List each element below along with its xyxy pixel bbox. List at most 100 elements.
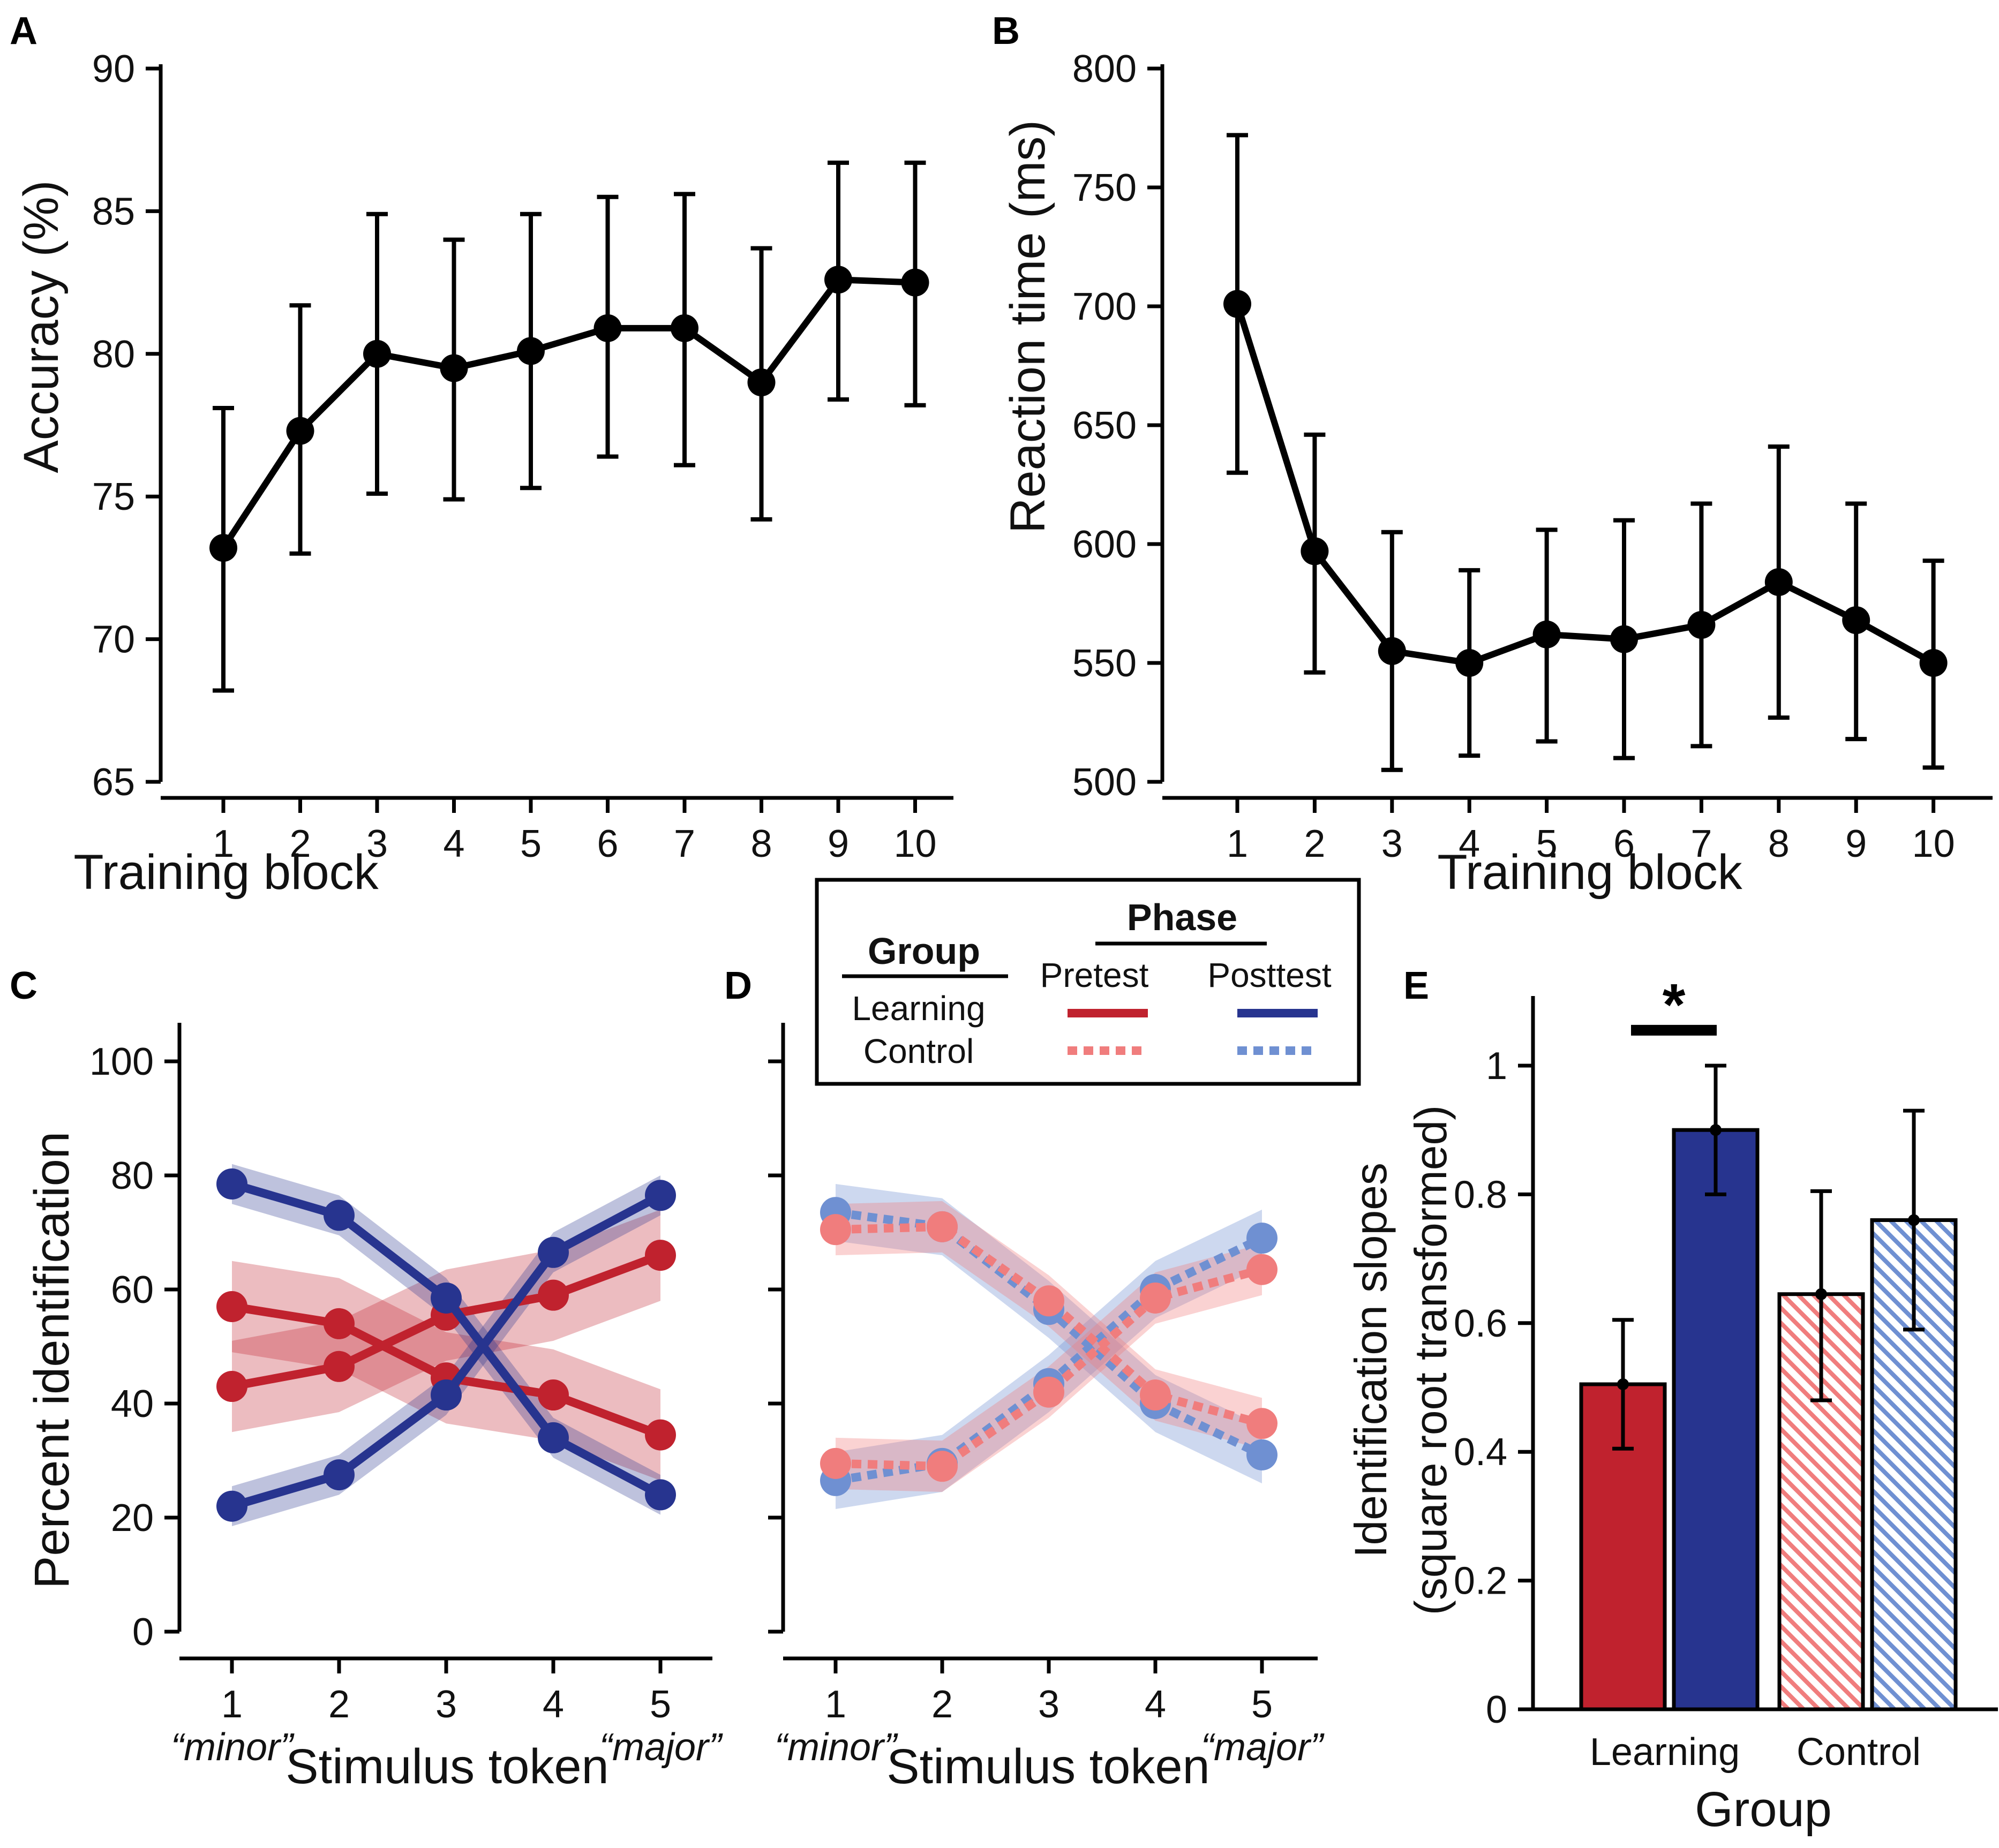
panel-c-series-0-point-4 xyxy=(645,1419,676,1451)
panel-c-xtick-label-1: 2 xyxy=(328,1683,350,1726)
panel-c-ylabel: Percent identification xyxy=(25,1132,79,1589)
panel-b-point-4 xyxy=(1532,620,1561,648)
panel-b-xtick-label-5: 6 xyxy=(1613,823,1635,865)
panel-a-point-4 xyxy=(517,337,545,365)
panel-b-ytick-label-0: 500 xyxy=(1072,761,1137,804)
panel-b-xlabel: Training block xyxy=(1437,845,1742,900)
panel-d-series-3-point-3 xyxy=(1140,1282,1171,1314)
panel-d-xtick-label-4: 5 xyxy=(1251,1683,1273,1726)
panel-a-ytick-label-0: 65 xyxy=(92,761,135,804)
panel-c-series-2-point-0 xyxy=(216,1168,247,1200)
panel-e-xtick-label-1: Control xyxy=(1797,1731,1921,1774)
legend-group-title: Group xyxy=(868,930,980,972)
panel-e-ytick-label-2: 0.4 xyxy=(1454,1431,1507,1474)
panel-d-xtick-label-3: 4 xyxy=(1145,1683,1166,1726)
panel-a-point-0 xyxy=(209,534,237,562)
panel-c-ytick-label-3: 60 xyxy=(111,1269,154,1311)
panel-c-ytick-label-0: 0 xyxy=(132,1611,154,1654)
panel-label-d: D xyxy=(724,964,752,1007)
panel-b-xtick-label-4: 5 xyxy=(1536,823,1558,865)
panel-a-point-2 xyxy=(363,340,391,368)
panel-a-point-5 xyxy=(593,314,622,342)
panel-d-xtick-label-0: 1 xyxy=(825,1683,846,1726)
panel-b-point-8 xyxy=(1842,606,1870,635)
panel-a-xtick-label-3: 4 xyxy=(443,823,464,865)
panel-b-xtick-label-9: 10 xyxy=(1912,823,1955,865)
panel-a-point-8 xyxy=(824,266,852,294)
panel-c-series-2-point-2 xyxy=(431,1282,462,1314)
panel-a-xtick-label-6: 7 xyxy=(674,823,695,865)
panel-b-xtick-label-6: 7 xyxy=(1690,823,1712,865)
panel-b-ytick-label-4: 700 xyxy=(1072,285,1137,328)
legend: Phase Group Pretest Posttest Learning Co… xyxy=(815,878,1361,1086)
legend-posttest-label: Posttest xyxy=(1207,956,1331,994)
panel-b-xtick-label-7: 8 xyxy=(1768,823,1790,865)
panel-b-point-2 xyxy=(1378,637,1406,665)
panel-c-minor-label: “minor” xyxy=(171,1726,295,1769)
panel-a-ytick-label-3: 80 xyxy=(92,333,135,376)
panel-b-ytick-label-1: 550 xyxy=(1072,642,1137,685)
panel-e-ytick-label-4: 0.8 xyxy=(1454,1173,1507,1216)
panel-c-series-3-point-2 xyxy=(431,1379,462,1411)
panel-a-ytick-label-1: 70 xyxy=(92,618,135,661)
panel-b-point-0 xyxy=(1223,290,1251,318)
panel-c-series-2-point-3 xyxy=(538,1422,569,1453)
panel-c-ytick-label-5: 100 xyxy=(89,1040,154,1083)
panel-b-line xyxy=(1234,303,1935,666)
panel-b-point-7 xyxy=(1764,568,1793,597)
panel-c-series-3-point-0 xyxy=(216,1490,247,1522)
panel-e-significance-star: * xyxy=(1663,972,1686,1038)
panel-e-mean-dot-learning-posttest xyxy=(1710,1124,1722,1136)
panel-b-xtick-label-2: 3 xyxy=(1381,823,1403,865)
panel-c-series-0-point-1 xyxy=(324,1308,355,1339)
panel-b-ylabel: Reaction time (ms) xyxy=(1001,120,1055,533)
panel-d-series-2-point-1 xyxy=(927,1211,958,1242)
panel-a-xtick-label-4: 5 xyxy=(520,823,542,865)
panel-a-xtick-label-8: 9 xyxy=(828,823,849,865)
panel-b-point-1 xyxy=(1301,537,1329,565)
panel-e-mean-dot-learning-pretest xyxy=(1617,1378,1629,1390)
panel-b-point-5 xyxy=(1610,625,1638,653)
panel-d-xlabel: Stimulus token xyxy=(886,1739,1209,1794)
panel-b-chart: Training block Reaction time (ms) 500 550… xyxy=(1001,48,1993,900)
panel-a-xtick-label-5: 6 xyxy=(597,823,618,865)
panel-b-xtick-label-8: 9 xyxy=(1845,823,1867,865)
panel-d-series-3-point-1 xyxy=(927,1451,958,1482)
panel-d-series-2-point-3 xyxy=(1140,1379,1171,1411)
panel-d-series-3-point-0 xyxy=(820,1447,851,1479)
panel-c-xtick-label-2: 3 xyxy=(435,1683,457,1726)
panel-d-series-2-point-2 xyxy=(1033,1285,1064,1317)
panel-d-series-3-point-2 xyxy=(1033,1376,1064,1408)
panel-a-point-7 xyxy=(747,368,776,397)
panel-e-ytick-label-3: 0.6 xyxy=(1454,1302,1507,1345)
panel-b-xtick-label-3: 4 xyxy=(1459,823,1480,865)
panel-d-xtick-label-1: 2 xyxy=(931,1683,953,1726)
panel-c-series-1-point-4 xyxy=(645,1240,676,1271)
panel-c-series-2-point-1 xyxy=(324,1200,355,1231)
legend-phase-title: Phase xyxy=(1127,896,1237,938)
panel-label-e: E xyxy=(1403,964,1429,1007)
panel-a-point-9 xyxy=(901,268,929,297)
panel-e-chart: Group Identification slopes (square root… xyxy=(1346,972,1998,1837)
panel-a-line xyxy=(220,276,915,550)
panel-b-point-6 xyxy=(1687,610,1716,639)
panel-a-ytick-label-5: 90 xyxy=(92,48,135,90)
panel-b-xtick-label-1: 2 xyxy=(1304,823,1325,865)
panel-b-point-9 xyxy=(1919,649,1948,677)
panel-e-bar-learning-posttest xyxy=(1672,1128,1760,1711)
panel-a-point-6 xyxy=(671,314,698,342)
panel-c-series-3-point-1 xyxy=(324,1459,355,1491)
panel-e-ylabel-line2: (square root transformed) xyxy=(1406,1105,1456,1615)
panel-a-point-1 xyxy=(286,417,314,445)
panel-c-xtick-label-4: 5 xyxy=(650,1683,671,1726)
panel-label-b: B xyxy=(992,10,1020,52)
panel-c-series-3-point-4 xyxy=(645,1180,676,1211)
panel-a-xtick-label-1: 2 xyxy=(289,823,311,865)
panel-e-ytick-label-1: 0.2 xyxy=(1454,1560,1507,1603)
panel-c-xlabel: Stimulus token xyxy=(285,1739,608,1794)
panel-d-xtick-label-2: 3 xyxy=(1038,1683,1059,1726)
panel-d-series-2-point-0 xyxy=(820,1214,851,1246)
panel-d-series-line-2 xyxy=(835,1222,1264,1428)
panel-a-xtick-label-9: 10 xyxy=(893,823,936,865)
